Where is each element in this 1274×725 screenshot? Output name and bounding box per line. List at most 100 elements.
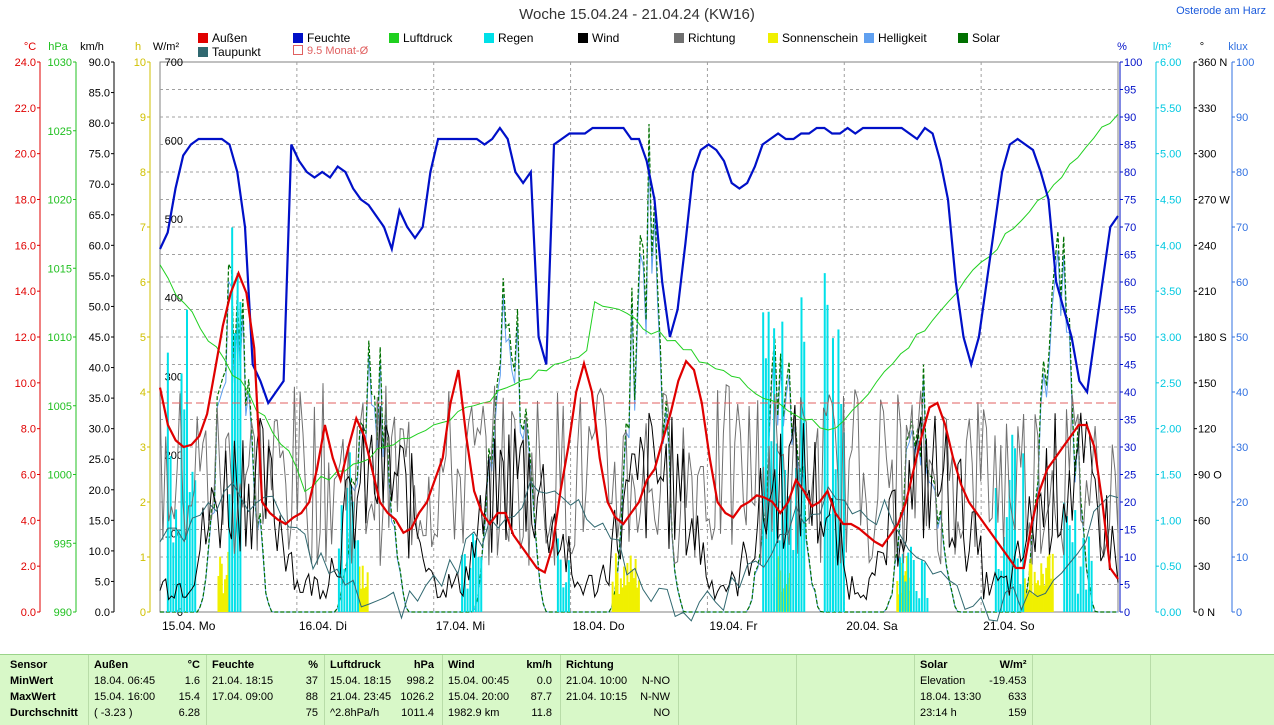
direction-axis-tick: 240 (1198, 240, 1216, 252)
rain-bar (792, 549, 795, 612)
direction-axis-tick: 60 (1198, 515, 1210, 527)
legend-label: Wind (592, 31, 620, 45)
rain-bar (1087, 536, 1090, 612)
sunshine-bar (1048, 553, 1051, 612)
stats-value: 88 (305, 691, 318, 703)
humidity-axis-tick: 60 (1124, 277, 1136, 289)
brightness-axis-tick: 50 (1236, 332, 1248, 344)
sunshine-bar (906, 555, 909, 612)
humidity-axis-tick: 90 (1124, 112, 1136, 124)
stats-value: 633 (1008, 691, 1027, 703)
stats-cell: 21.04. 23:45 (330, 691, 392, 703)
sunshine-bar (1027, 589, 1030, 612)
series-direction (159, 383, 1119, 566)
rain-bar (1074, 510, 1077, 612)
legend-item-feuchte: Feuchte (293, 31, 350, 45)
stats-row-label: MinWert (10, 675, 54, 687)
sunshine-bar (1050, 578, 1053, 612)
legend-item-sonnenschein: Sonnenschein (768, 31, 858, 45)
sunshine-bar (634, 558, 637, 612)
brightness-axis-tick: 20 (1236, 497, 1248, 509)
wind-axis-tick: 50.0 (89, 301, 110, 313)
stats-aussen-unit: °C (187, 659, 200, 671)
statistics-panel: Sensor MinWert MaxWert Durchschnitt Auße… (0, 654, 1274, 725)
rain-bar (1013, 448, 1016, 612)
sunshine-bar (632, 578, 635, 612)
pressure-axis-tick: 990 (54, 607, 72, 619)
legend-swatch (864, 33, 874, 43)
solar-axis-unit: W/m² (153, 41, 180, 53)
stats-value: 159 (1008, 707, 1027, 719)
rain-axis-tick: 4.00 (1160, 240, 1181, 252)
legend-label: Luftdruck (403, 31, 453, 45)
sunshine-bar (626, 562, 629, 612)
direction-axis-tick: 0 N (1198, 607, 1215, 619)
rain-bar (469, 567, 472, 612)
pressure-axis-tick: 1020 (48, 195, 72, 207)
rain-bar (797, 469, 800, 612)
chart-title: Woche 15.04.24 - 21.04.24 (KW16) (519, 6, 755, 23)
stats-value: 1.6 (184, 675, 200, 687)
sunshine-bar (621, 587, 624, 612)
legend-swatch (674, 33, 684, 43)
sunshine-bar (902, 575, 905, 612)
rain-bar (348, 452, 351, 612)
rain-bar (477, 557, 480, 612)
brightness-axis-tick: 0 (1236, 607, 1242, 619)
legend-label: Außen (212, 31, 248, 45)
rain-axis-tick: 3.50 (1160, 286, 1181, 298)
rain-axis-tick: 5.50 (1160, 103, 1181, 115)
wind-axis-tick: 5.0 (95, 576, 110, 588)
rain-bar (912, 559, 915, 612)
direction-axis-tick: 360 N (1198, 57, 1227, 69)
legend-label: Regen (498, 31, 534, 45)
stats-cell: 21.04. 18:15 (212, 675, 274, 687)
x-tick-label: 16.04. Di (299, 619, 347, 633)
x-tick-label: 19.04. Fr (709, 619, 757, 633)
rain-bar (1079, 566, 1082, 612)
sunshine-bar (1046, 556, 1049, 612)
rain-bar (559, 559, 562, 612)
pressure-axis-tick: 1000 (48, 470, 72, 482)
legend-label: Sonnenschein (782, 31, 859, 45)
pressure-axis-tick: 1005 (48, 401, 72, 413)
rain-bar (926, 597, 929, 612)
rain-bar (842, 432, 845, 612)
sunshine-axis-tick: 9 (140, 112, 146, 124)
sunshine-bar (1028, 563, 1031, 612)
x-tick-label: 18.04. Do (573, 619, 625, 633)
wind-axis-tick: 35.0 (89, 393, 110, 405)
rain-bar (837, 329, 840, 612)
humidity-axis-tick: 50 (1124, 332, 1136, 344)
brightness-axis-unit: klux (1228, 41, 1248, 53)
sunshine-bar (360, 588, 363, 612)
sunshine-bar (1038, 585, 1041, 612)
rain-axis-tick: 1.00 (1160, 515, 1181, 527)
solar-axis-tick: 500 (165, 214, 183, 226)
sunshine-bar (619, 578, 622, 612)
humidity-axis-tick: 75 (1124, 195, 1136, 207)
stats-cell: 21.04. 10:15 (566, 691, 628, 703)
rain-bar (346, 487, 349, 612)
stats-cell: 18.04. 06:45 (94, 675, 156, 687)
rain-bar (1003, 536, 1006, 612)
direction-axis-tick: 300 (1198, 149, 1216, 161)
temp-axis-tick: 10.0 (15, 378, 36, 390)
wind-axis-tick: 10.0 (89, 546, 110, 558)
rain-bar (778, 540, 781, 612)
stats-cell: 23:14 h (920, 707, 957, 719)
solar-axis-tick: 700 (165, 57, 183, 69)
rain-bar (186, 309, 189, 612)
sunshine-axis-tick: 6 (140, 277, 146, 289)
temp-axis-tick: 16.0 (15, 240, 36, 252)
rain-bar (915, 590, 918, 612)
stats-value: 1026.2 (400, 691, 434, 703)
stats-luftdruck-header: Luftdruck (330, 659, 381, 671)
stats-cell: Elevation (920, 675, 966, 687)
wind-axis-tick: 90.0 (89, 57, 110, 69)
sunshine-bar (616, 572, 619, 612)
rain-bar (795, 467, 798, 612)
stats-value: NO (653, 707, 671, 719)
pressure-axis-tick: 1030 (48, 57, 72, 69)
legend-label: Taupunkt (212, 45, 261, 59)
